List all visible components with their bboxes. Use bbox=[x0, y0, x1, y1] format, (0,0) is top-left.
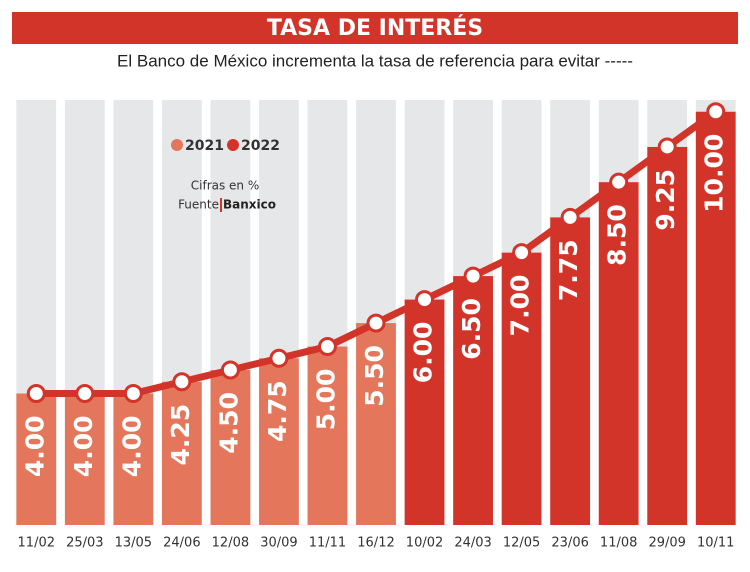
chart-subtitle: El Banco de México incrementa la tasa de… bbox=[117, 51, 633, 70]
bar bbox=[64, 393, 105, 525]
x-tick-label: 24/06 bbox=[163, 536, 200, 551]
x-tick-label: 30/09 bbox=[260, 536, 297, 551]
legend-label: 2022 bbox=[241, 138, 280, 154]
bar bbox=[161, 381, 202, 525]
bar bbox=[307, 346, 348, 525]
x-tick-label: 11/02 bbox=[18, 536, 55, 551]
bar bbox=[453, 276, 493, 525]
point-marker bbox=[512, 243, 532, 263]
x-tick-label: 29/09 bbox=[648, 536, 685, 551]
x-tick-label: 24/03 bbox=[454, 536, 491, 551]
point-marker bbox=[366, 313, 386, 333]
bar bbox=[550, 217, 591, 525]
value-label: 4.25 bbox=[166, 404, 195, 466]
x-tick-label: 13/05 bbox=[115, 536, 152, 551]
point-marker bbox=[26, 384, 46, 404]
bar bbox=[356, 323, 396, 525]
bar bbox=[210, 370, 251, 525]
bar bbox=[259, 358, 299, 525]
legend-swatch bbox=[227, 139, 239, 151]
value-label: 4.00 bbox=[20, 416, 49, 478]
x-tick-label: 11/11 bbox=[309, 536, 346, 551]
legend-swatch bbox=[171, 139, 183, 151]
x-tick-label: 16/12 bbox=[357, 536, 394, 551]
value-label: 8.50 bbox=[603, 204, 632, 266]
point-marker bbox=[657, 137, 677, 157]
value-label: 4.00 bbox=[117, 416, 146, 478]
value-label: 5.50 bbox=[360, 345, 389, 407]
point-marker bbox=[560, 207, 580, 227]
source-label: Fuente bbox=[178, 198, 219, 212]
point-marker bbox=[220, 360, 240, 380]
point-marker bbox=[269, 348, 289, 368]
point-marker bbox=[317, 337, 337, 357]
x-tick-label: 12/08 bbox=[212, 536, 249, 551]
x-tick-label: 11/08 bbox=[600, 536, 637, 551]
x-tick-label: 25/03 bbox=[66, 536, 103, 551]
bar bbox=[598, 182, 639, 526]
value-label: 6.50 bbox=[457, 298, 486, 360]
point-marker bbox=[415, 290, 435, 310]
value-label: 4.00 bbox=[69, 416, 98, 478]
point-marker bbox=[172, 372, 192, 392]
bar bbox=[501, 252, 542, 525]
chart-title: TASA DE INTERÉS bbox=[267, 15, 483, 41]
note: Cifras en % bbox=[191, 179, 260, 193]
value-label: 5.00 bbox=[311, 369, 340, 431]
point-marker bbox=[123, 384, 143, 404]
value-label: 4.75 bbox=[263, 380, 292, 442]
x-tick-label: 23/06 bbox=[551, 536, 588, 551]
x-tick-label: 10/11 bbox=[697, 536, 734, 551]
point-marker bbox=[463, 266, 483, 286]
point-marker bbox=[706, 102, 726, 122]
value-label: 4.50 bbox=[214, 392, 243, 454]
point-marker bbox=[609, 172, 629, 192]
bar bbox=[695, 111, 736, 526]
bar bbox=[113, 393, 154, 525]
source: Banxico bbox=[223, 198, 276, 212]
bar bbox=[16, 393, 57, 525]
bar bbox=[404, 299, 445, 525]
bar bbox=[647, 146, 688, 526]
value-label: 10.00 bbox=[700, 134, 729, 213]
value-label: 7.00 bbox=[506, 275, 535, 337]
value-label: 7.75 bbox=[554, 239, 583, 301]
title-band bbox=[12, 12, 738, 44]
x-tick-label: 12/05 bbox=[503, 536, 540, 551]
legend-label: 2021 bbox=[185, 138, 224, 154]
x-tick-label: 10/02 bbox=[406, 536, 443, 551]
value-label: 9.25 bbox=[651, 169, 680, 231]
value-label: 6.00 bbox=[409, 322, 438, 384]
point-marker bbox=[75, 384, 95, 404]
